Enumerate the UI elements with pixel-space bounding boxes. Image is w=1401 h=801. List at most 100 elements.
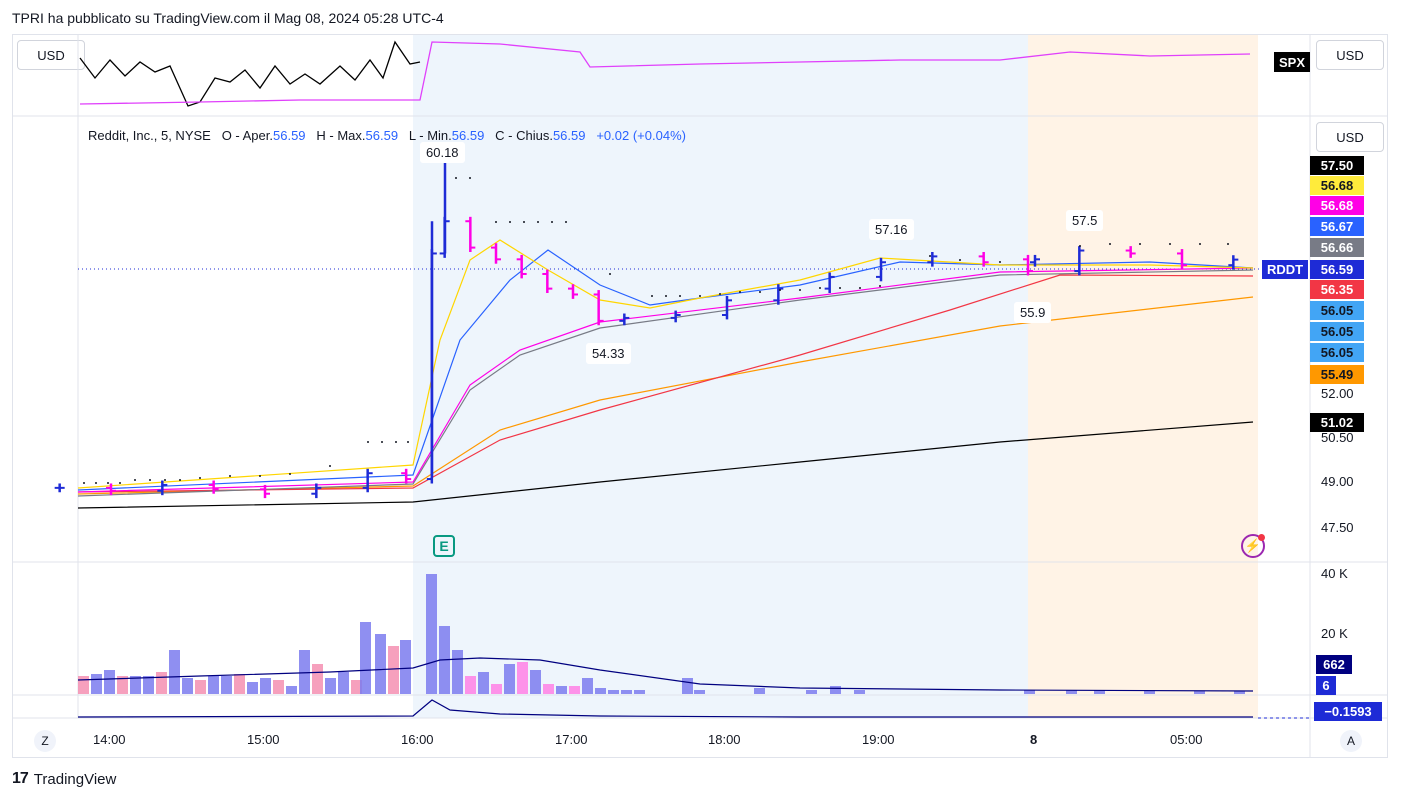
currency-button-top[interactable]: USD (1316, 40, 1384, 70)
price-tag: 56.68 (1310, 176, 1364, 195)
volume-axis-label: 20 K (1321, 626, 1348, 641)
oscillator-pane (77, 699, 1310, 719)
currency-button-main[interactable]: USD (1316, 122, 1384, 152)
dot-marker (149, 479, 151, 481)
dot-marker (381, 441, 383, 443)
dot-marker (859, 287, 861, 289)
dot-marker (739, 291, 741, 293)
dot-marker (134, 479, 136, 481)
dot-marker (1169, 243, 1171, 245)
volume-bar (504, 664, 515, 694)
volume-bar (299, 650, 310, 694)
symbol-price-tag: RDDT (1262, 260, 1308, 279)
time-label: 15:00 (247, 732, 280, 747)
volume-bar (854, 690, 865, 694)
price-tag: 56.05 (1310, 301, 1364, 320)
volume-bar (1094, 690, 1105, 694)
ma-200-line (77, 421, 1254, 509)
dot-marker (929, 255, 931, 257)
volume-bar (806, 690, 817, 694)
volume-bar (1194, 691, 1205, 694)
dot-marker (551, 221, 553, 223)
price-axis-label: 52.00 (1321, 386, 1354, 401)
spx-tag: SPX (1274, 52, 1310, 72)
volume-bar (582, 678, 593, 694)
dot-marker (565, 221, 567, 223)
price-tag: 56.05 (1310, 322, 1364, 341)
volume-bar (221, 676, 232, 694)
volume-bar (556, 686, 567, 694)
compare-line (79, 41, 1251, 105)
currency-button-left[interactable]: USD (17, 40, 85, 70)
volume-bar (754, 688, 765, 694)
dot-marker (395, 441, 397, 443)
time-label: 19:00 (862, 732, 895, 747)
change-value: +0.02 (+0.04%) (596, 128, 686, 143)
volume-bar (375, 634, 386, 694)
dot-marker (407, 441, 409, 443)
price-tag: 56.05 (1310, 343, 1364, 362)
time-label-day: 8 (1030, 732, 1038, 747)
footer-brand[interactable]: 17 TradingView (12, 770, 116, 788)
volume-bar (569, 686, 580, 694)
open-label: O - Aper. (221, 128, 273, 143)
tradingview-logo-icon: 17 (12, 770, 29, 787)
volume-bar (169, 650, 180, 694)
ohlc-legend: Reddit, Inc., 5, NYSE O - Aper.56.59 H -… (88, 128, 686, 143)
volume-bar (517, 662, 528, 694)
time-label: 05:00 (1170, 732, 1203, 747)
volume-bar (234, 674, 245, 694)
dot-marker (759, 291, 761, 293)
time-label: 18:00 (708, 732, 741, 747)
dot-marker (1227, 243, 1229, 245)
price-tag: 56.67 (1310, 217, 1364, 236)
dot-marker (199, 477, 201, 479)
callout-high-57-5: 57.5 (1066, 210, 1104, 231)
price-tag: 51.02 (1310, 413, 1364, 432)
dot-marker (229, 475, 231, 477)
dot-marker (367, 441, 369, 443)
earnings-icon[interactable]: E (433, 535, 455, 557)
dot-marker (469, 177, 471, 179)
volume-bar (682, 678, 693, 694)
price-tag: 56.68 (1310, 196, 1364, 215)
volume-bar (1066, 690, 1077, 694)
callout-high-57-16: 57.16 (869, 219, 914, 240)
volume-bar (273, 680, 284, 694)
volume-bar (104, 670, 115, 694)
dot-marker (495, 221, 497, 223)
oscillator-value-tag: −0.1593 (1314, 702, 1382, 721)
dot-marker (455, 177, 457, 179)
time-label: 16:00 (401, 732, 434, 747)
volume-bar (260, 678, 271, 694)
volume-bar (351, 680, 362, 694)
volume-bar (156, 672, 167, 694)
volume-bar (286, 686, 297, 694)
volume-bar (117, 676, 128, 694)
dot-marker (523, 221, 525, 223)
high-value: 56.59 (365, 128, 399, 143)
close-value: 56.59 (552, 128, 586, 143)
volume-bar (530, 670, 541, 694)
zoom-reset-button[interactable]: Z (34, 730, 56, 752)
lightning-icon[interactable]: ⚡ (1241, 534, 1265, 558)
volume-bar (1024, 690, 1035, 694)
auto-scale-button[interactable]: A (1340, 730, 1362, 752)
volume-bar (465, 676, 476, 694)
volume-bar (312, 664, 323, 694)
spx-line (79, 40, 421, 107)
callout-low-55-9: 55.9 (1014, 302, 1052, 323)
ma-vwap-line (77, 239, 1254, 489)
dot-marker (609, 273, 611, 275)
current-price-tag: 56.59 (1310, 260, 1364, 279)
dot-marker (799, 289, 801, 291)
close-label: C - Chius. (495, 128, 553, 143)
price-axis-label: 47.50 (1321, 520, 1354, 535)
symbol-name: Reddit, Inc., 5, NYSE (88, 128, 211, 143)
volume-bar (621, 690, 632, 694)
volume-bar (78, 676, 89, 694)
volume-bar (195, 680, 206, 694)
low-value: 56.59 (451, 128, 485, 143)
volume-axis-label: 40 K (1321, 566, 1348, 581)
